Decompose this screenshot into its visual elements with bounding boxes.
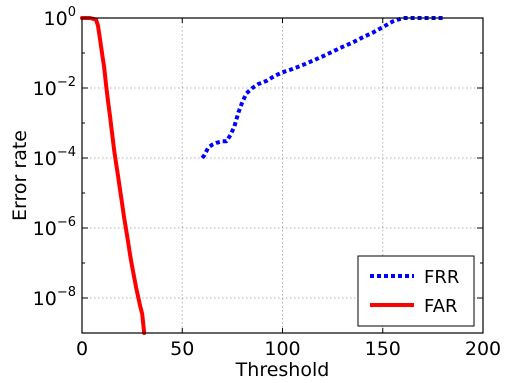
x-tick-label: 100 [264,338,300,360]
x-axis-label: Threshold [235,359,330,381]
legend-label-far: FAR [424,296,458,317]
series-line-far [80,16,147,335]
x-tick-label: 50 [170,338,194,360]
legend-label-frr: FRR [424,267,459,288]
x-axis-ticks: 0 50 100 150 200 [76,18,501,360]
legend: FRR FAR [357,255,475,327]
x-tick-label: 200 [465,338,501,360]
y-tick-label: 10−6 [33,215,76,240]
y-tick-label: 10−4 [33,145,76,170]
series-lines [80,16,443,335]
y-axis-ticks: 10−8 10−6 10−4 10−2 100 [33,5,483,334]
y-tick-label: 100 [44,5,76,30]
y-tick-label: 10−8 [33,285,76,310]
x-tick-label: 150 [365,338,401,360]
y-tick-label: 10−2 [33,75,76,100]
series-line-frr [200,16,443,160]
x-tick-label: 0 [76,338,88,360]
legend-box [357,255,475,327]
y-axis-label: Error rate [9,130,31,221]
